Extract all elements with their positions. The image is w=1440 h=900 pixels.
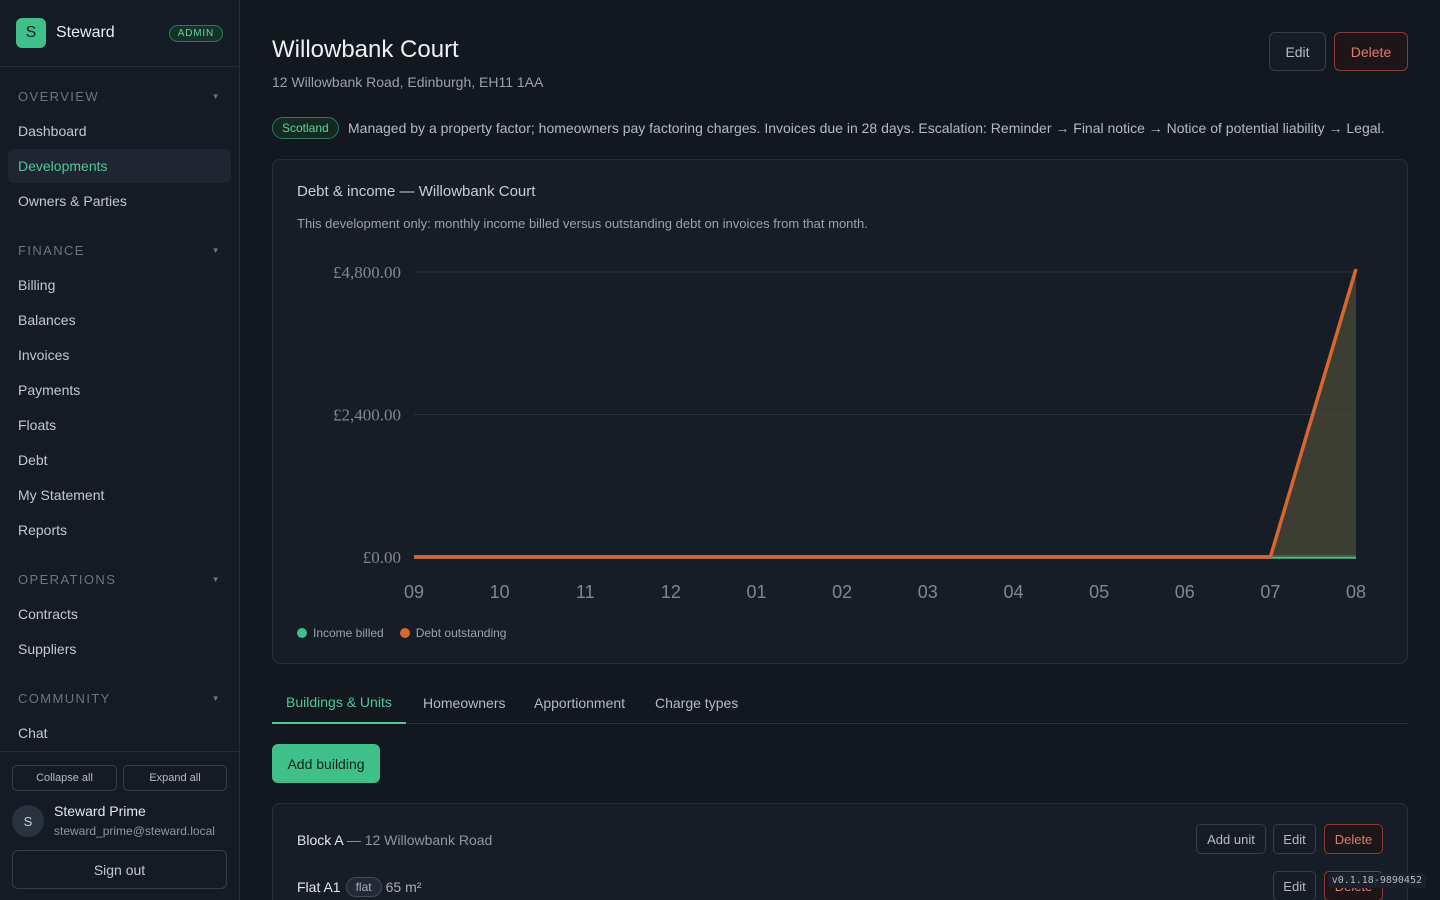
- nav-section-overview: OVERVIEW ▼: [0, 86, 239, 106]
- tab-homeowners[interactable]: Homeowners: [423, 694, 506, 711]
- unit-type-badge: flat: [345, 877, 382, 897]
- edit-development-button[interactable]: Edit: [1269, 32, 1326, 71]
- edit-building-button[interactable]: Edit: [1273, 824, 1316, 854]
- x-tick-label: 09: [404, 582, 424, 602]
- section-toggle-operations[interactable]: OPERATIONS ▼: [0, 569, 239, 589]
- sidebar-item-floats[interactable]: Floats: [18, 417, 57, 433]
- brand-header: S Steward ADMIN: [0, 0, 239, 67]
- version-label: v0.1.18-9890452: [1327, 873, 1426, 888]
- sidebar-item-my-statement[interactable]: My Statement: [18, 487, 105, 503]
- chevron-down-icon: ▼: [211, 245, 221, 255]
- sidebar-item-debt[interactable]: Debt: [18, 452, 48, 468]
- y-tick-label: £0.00: [363, 548, 401, 567]
- x-tick-label: 12: [661, 582, 681, 602]
- page-title: Willowbank Court: [272, 36, 459, 63]
- building-name: Block A: [297, 832, 343, 848]
- x-tick-label: 10: [490, 582, 510, 602]
- legend-swatch-debt: [399, 628, 410, 638]
- legend-entry-debt[interactable]: Debt outstanding: [399, 626, 507, 640]
- section-toggle-community[interactable]: COMMUNITY ▼: [0, 688, 239, 708]
- delete-building-button[interactable]: Delete: [1324, 824, 1383, 854]
- edit-unit-button[interactable]: Edit: [1273, 871, 1316, 900]
- sidebar-item-contracts[interactable]: Contracts: [18, 606, 78, 622]
- user-name: Steward Prime: [54, 803, 146, 819]
- unit-row: Flat A1 flat 65 m²: [297, 877, 421, 897]
- legend-swatch-income: [297, 628, 307, 638]
- building-separator: —: [346, 832, 361, 848]
- sidebar-item-balances[interactable]: Balances: [18, 312, 76, 328]
- delete-development-button[interactable]: Delete: [1334, 32, 1408, 71]
- unit-name: Flat A1: [297, 879, 341, 895]
- section-toggle-finance[interactable]: FINANCE ▼: [0, 240, 239, 260]
- development-address: 12 Willowbank Road, Edinburgh, EH11 1AA: [272, 74, 544, 90]
- legend-label-debt: Debt outstanding: [415, 626, 507, 640]
- region-description: Managed by a property factor; homeowners…: [348, 120, 1385, 136]
- main-content: Willowbank Court 12 Willowbank Road, Edi…: [240, 0, 1440, 900]
- series-line: [414, 268, 1358, 559]
- development-tabs: Buildings & Units Homeowners Apportionme…: [272, 682, 1408, 724]
- chevron-down-icon: ▼: [211, 574, 221, 584]
- x-tick-label: 03: [918, 582, 938, 602]
- section-title: FINANCE: [18, 242, 85, 258]
- section-title: OPERATIONS: [18, 571, 117, 587]
- add-building-button[interactable]: Add building: [272, 744, 380, 783]
- expand-all-button[interactable]: Expand all: [123, 765, 227, 791]
- chart-subtitle: This development only: monthly income bi…: [297, 216, 868, 231]
- tab-apportionment[interactable]: Apportionment: [534, 694, 626, 711]
- x-tick-label: 01: [747, 582, 767, 602]
- building-address: 12 Willowbank Road: [364, 832, 493, 848]
- sidebar-item-suppliers[interactable]: Suppliers: [18, 641, 77, 657]
- app-name: Steward: [56, 24, 115, 41]
- section-title: OVERVIEW: [18, 88, 100, 104]
- x-tick-label: 04: [1003, 582, 1023, 602]
- role-badge: ADMIN: [168, 24, 223, 42]
- sidebar-item-billing[interactable]: Billing: [18, 277, 56, 293]
- nav-section-operations: OPERATIONS ▼: [0, 569, 239, 589]
- chevron-down-icon: ▼: [211, 693, 221, 703]
- nav-section-community: COMMUNITY ▼: [0, 688, 239, 708]
- x-tick-label: 07: [1260, 582, 1280, 602]
- y-tick-label: £2,400.00: [333, 406, 401, 425]
- x-tick-label: 05: [1089, 582, 1109, 602]
- avatar: S: [12, 805, 44, 837]
- x-tick-label: 02: [832, 582, 852, 602]
- add-unit-button[interactable]: Add unit: [1196, 824, 1266, 854]
- legend-entry-income[interactable]: Income billed: [297, 626, 384, 640]
- sidebar-item-reports[interactable]: Reports: [18, 522, 68, 538]
- chevron-down-icon: ▼: [211, 91, 221, 101]
- building-heading: Block A — 12 Willowbank Road: [297, 832, 492, 848]
- sidebar-item-payments[interactable]: Payments: [18, 382, 81, 398]
- sign-out-button[interactable]: Sign out: [12, 850, 227, 889]
- tab-charge-types[interactable]: Charge types: [655, 694, 739, 711]
- section-toggle-overview[interactable]: OVERVIEW ▼: [0, 86, 239, 106]
- series-area: [414, 269, 1356, 557]
- sidebar-footer: Collapse all Expand all S Steward Prime …: [0, 751, 239, 900]
- section-title: COMMUNITY: [18, 690, 111, 706]
- sidebar-item-chat[interactable]: Chat: [18, 725, 48, 741]
- sidebar-item-owners-parties[interactable]: Owners & Parties: [18, 193, 127, 209]
- tab-buildings-units[interactable]: Buildings & Units: [272, 682, 406, 724]
- debt-income-chart: £0.00 £2,400.00 £4,800.00 09 10 11 12 01 02 03 04 0…: [333, 263, 1366, 602]
- building-card: Block A — 12 Willowbank Road Add unit Ed…: [272, 803, 1408, 900]
- chart-legend: Income billed Debt outstanding: [297, 626, 522, 640]
- collapse-all-button[interactable]: Collapse all: [12, 765, 117, 791]
- sidebar-item-invoices[interactable]: Invoices: [18, 347, 70, 363]
- x-tick-label: 08: [1346, 582, 1366, 602]
- app-logo: S: [16, 18, 46, 48]
- x-tick-label: 06: [1175, 582, 1195, 602]
- nav-section-finance: FINANCE ▼: [0, 240, 239, 260]
- y-tick-label: £4,800.00: [333, 263, 401, 282]
- user-email: steward_prime@steward.local: [54, 824, 215, 838]
- debt-income-chart-card: Debt & income — Willowbank Court This de…: [272, 159, 1408, 664]
- x-tick-label: 11: [576, 582, 595, 602]
- chart-title: Debt & income — Willowbank Court: [297, 183, 536, 200]
- sidebar: S Steward ADMIN OVERVIEW ▼ Dashboard Dev…: [0, 0, 240, 900]
- legend-label-income: Income billed: [313, 626, 384, 640]
- sidebar-item-dashboard[interactable]: Dashboard: [18, 123, 87, 139]
- sidebar-item-developments[interactable]: Developments: [8, 149, 231, 183]
- unit-area: 65 m²: [385, 879, 422, 895]
- region-badge: Scotland: [272, 117, 339, 139]
